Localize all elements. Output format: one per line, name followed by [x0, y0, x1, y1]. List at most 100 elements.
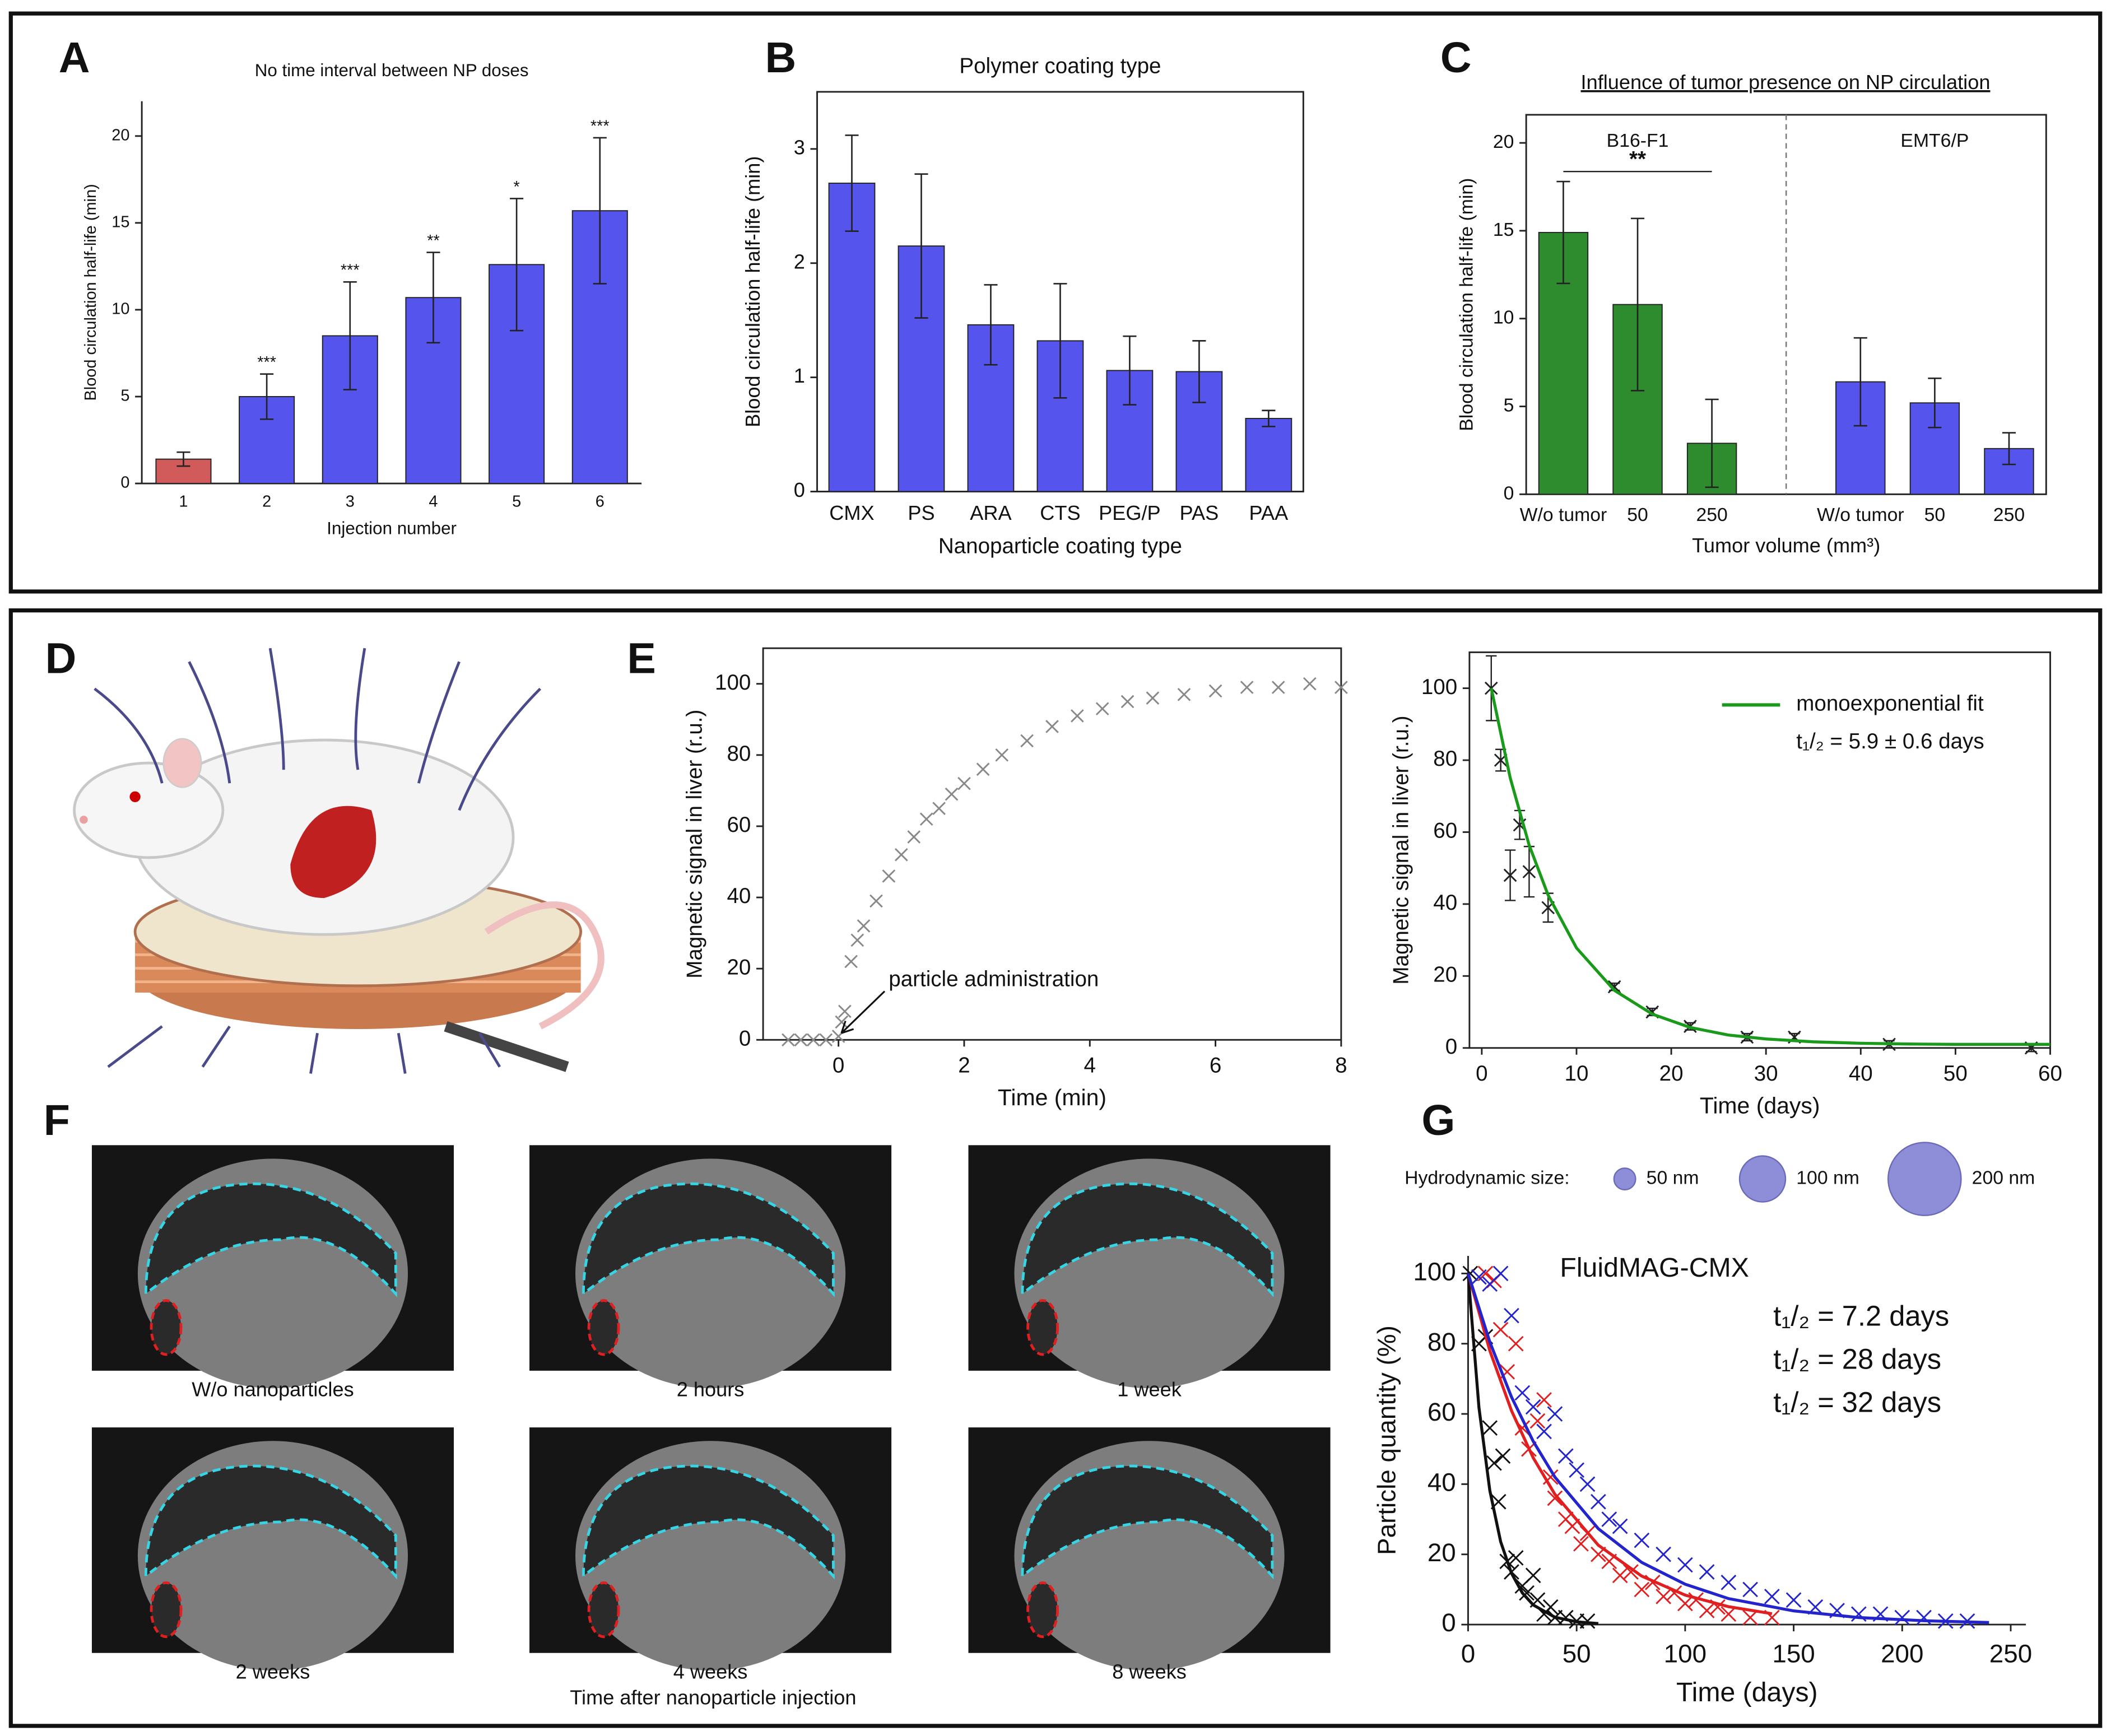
panel-frame	[8, 608, 2103, 1728]
data-point	[976, 762, 990, 776]
data-point	[1486, 1455, 1502, 1471]
data-point	[1721, 1575, 1737, 1590]
panel-letter: A	[59, 34, 90, 82]
annotation: particle administration	[889, 967, 1099, 991]
x-tick-label: PS	[908, 501, 934, 524]
annotation-arrow	[840, 990, 886, 1034]
x-axis-label: Time (min)	[998, 1085, 1106, 1110]
y-tick-label: 20	[1433, 962, 1457, 986]
x-tick-label: 40	[1849, 1062, 1873, 1086]
x-tick-label: W/o tumor	[1817, 504, 1904, 525]
data-point	[794, 1033, 808, 1047]
x-tick-label: 0	[1461, 1640, 1475, 1668]
fit-label: t₁/₂ = 7.2 days	[1773, 1300, 1949, 1332]
data-point	[1547, 1406, 1563, 1422]
image-caption: W/o nanoparticles	[192, 1378, 354, 1401]
image-caption: 2 weeks	[236, 1660, 310, 1683]
x-tick-label: 8	[1335, 1054, 1347, 1078]
y-tick-label: 40	[1433, 891, 1457, 915]
group-label: B16-F1	[1607, 130, 1669, 151]
panel-letter: F	[44, 1096, 70, 1144]
data-point	[957, 776, 971, 790]
y-tick-label: 80	[1433, 747, 1457, 771]
x-axis-label: Tumor volume (mm³)	[1692, 534, 1880, 557]
image-caption: 1 week	[1117, 1378, 1182, 1401]
y-tick-label: 10	[1493, 307, 1514, 328]
x-tick-label: 5	[512, 492, 521, 510]
data-point	[945, 787, 959, 801]
data-point	[1785, 1592, 1802, 1608]
significance-label: ***	[590, 117, 610, 135]
chart-title: FluidMAG-CMX	[1560, 1253, 1749, 1283]
x-tick-label: 50	[1563, 1640, 1591, 1668]
plot-frame	[1468, 651, 2051, 1049]
data-point	[894, 848, 908, 862]
data-point	[1579, 1613, 1596, 1629]
y-axis-label: Blood circulation half-life (min)	[741, 156, 764, 427]
x-axis-label: Time (days)	[1700, 1093, 1820, 1119]
data-point	[1591, 1493, 1606, 1510]
panel-letter: C	[1440, 34, 1472, 82]
error-bar	[1853, 337, 1867, 427]
x-axis-label: Nanoparticle coating type	[938, 534, 1182, 559]
y-tick-label: 40	[727, 884, 751, 908]
data-point	[882, 869, 896, 883]
significance-label: ***	[257, 353, 276, 371]
data-point	[1623, 1564, 1639, 1580]
error-bar	[176, 451, 190, 467]
data-point	[857, 919, 871, 933]
x-tick-label: 250	[1993, 504, 2025, 525]
x-tick-label: 3	[346, 492, 355, 510]
y-tick-label: 20	[1493, 131, 1514, 152]
y-tick-label: 0	[794, 478, 805, 501]
data-point	[1508, 1335, 1524, 1352]
data-point	[1514, 1385, 1531, 1401]
data-point	[844, 955, 858, 969]
data-point	[1579, 1476, 1596, 1492]
data-point	[1045, 720, 1059, 733]
significance-label: ***	[341, 262, 360, 280]
data-point	[806, 1033, 820, 1047]
error-bar	[1556, 180, 1570, 285]
data-point	[1742, 1581, 1758, 1598]
y-tick-label: 10	[111, 300, 129, 318]
error-bar	[426, 252, 440, 344]
data-point	[835, 1015, 849, 1029]
y-tick-label: 60	[1433, 819, 1457, 843]
data-point	[995, 748, 1009, 762]
x-tick-label: 0	[833, 1054, 844, 1078]
legend-swatch	[1613, 1167, 1636, 1191]
y-tick-label: 100	[1413, 1257, 1456, 1286]
x-tick-label: 4	[1084, 1054, 1096, 1078]
x-tick-label: W/o tumor	[1520, 504, 1607, 525]
x-tick-label: 0	[1476, 1062, 1487, 1086]
y-axis-label: Blood circulation half-life (min)	[1456, 178, 1477, 431]
plot-frame	[762, 647, 1342, 1041]
data-point	[1764, 1589, 1780, 1604]
fit-line	[1466, 1273, 1773, 1616]
error-bar	[914, 173, 928, 319]
x-tick-label: CTS	[1040, 501, 1080, 524]
data-point	[1612, 1567, 1628, 1584]
significance-label: *	[513, 178, 519, 196]
data-point	[1095, 702, 1109, 716]
panel-letter: B	[765, 34, 797, 82]
data-point	[1634, 1581, 1650, 1598]
error-bar	[1262, 409, 1276, 427]
panel-frame	[8, 11, 2103, 594]
error-bar	[1705, 398, 1719, 488]
panel-letter: G	[1421, 1096, 1455, 1144]
y-tick-label: 0	[1445, 1035, 1457, 1059]
image-caption: 2 hours	[677, 1378, 745, 1401]
data-point	[1508, 1550, 1524, 1566]
fit-label: t₁/₂ = 32 days	[1773, 1386, 1941, 1418]
x-tick-label: 50	[1924, 504, 1946, 525]
error-bar	[1192, 340, 1206, 403]
data-point	[907, 830, 921, 844]
data-point	[1120, 695, 1134, 709]
data-point	[1271, 681, 1285, 694]
data-point	[819, 1033, 833, 1047]
x-tick-label: PAA	[1249, 501, 1289, 524]
